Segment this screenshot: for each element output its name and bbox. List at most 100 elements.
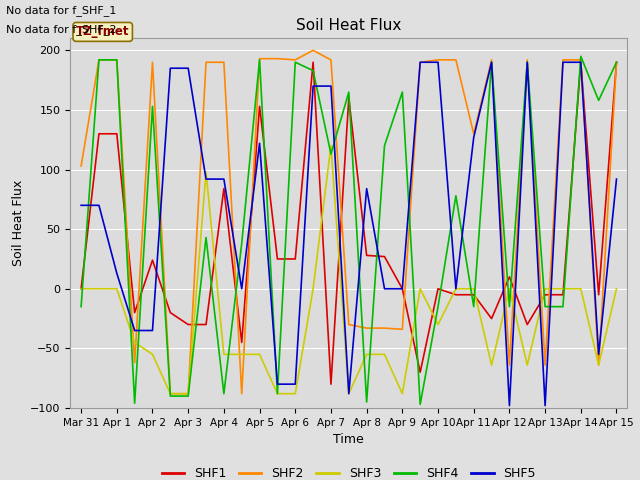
SHF3	[595, 362, 602, 368]
SHF2	[559, 57, 567, 63]
SHF1	[327, 381, 335, 387]
SHF1	[291, 256, 299, 262]
SHF2	[506, 362, 513, 368]
SHF4	[363, 399, 371, 405]
SHF3	[541, 286, 549, 292]
SHF2	[541, 362, 549, 368]
SHF1	[77, 286, 85, 292]
SHF5	[524, 60, 531, 65]
SHF5	[256, 141, 264, 146]
SHF5	[131, 328, 138, 334]
SHF3	[273, 391, 281, 396]
SHF3	[256, 351, 264, 357]
SHF4	[452, 193, 460, 199]
SHF3	[184, 391, 192, 396]
SHF5	[327, 83, 335, 89]
SHF5	[77, 203, 85, 208]
SHF2	[452, 57, 460, 63]
SHF2	[345, 322, 353, 327]
SHF5	[202, 176, 210, 182]
SHF1	[381, 254, 388, 260]
SHF4	[434, 304, 442, 310]
SHF5	[148, 328, 156, 334]
Text: No data for f_SHF_1: No data for f_SHF_1	[6, 5, 116, 16]
SHF1	[524, 322, 531, 327]
SHF1	[131, 310, 138, 315]
SHF2	[113, 57, 121, 63]
SHF1	[488, 316, 495, 322]
SHF4	[399, 89, 406, 95]
SHF1	[452, 292, 460, 298]
SHF1	[309, 60, 317, 65]
SHF1	[256, 104, 264, 109]
SHF1	[612, 60, 620, 65]
SHF4	[220, 391, 228, 396]
SHF3	[113, 286, 121, 292]
SHF3	[612, 286, 620, 292]
SHF2	[309, 48, 317, 53]
SHF4	[327, 151, 335, 157]
SHF4	[417, 402, 424, 408]
SHF1	[166, 310, 174, 315]
SHF2	[434, 57, 442, 63]
SHF2	[166, 391, 174, 396]
SHF4	[612, 60, 620, 65]
SHF4	[77, 304, 85, 310]
SHF4	[470, 304, 477, 310]
SHF2	[577, 57, 585, 63]
SHF1	[148, 257, 156, 263]
SHF2	[184, 391, 192, 396]
SHF3	[327, 143, 335, 149]
SHF5	[595, 351, 602, 357]
SHF4	[595, 97, 602, 103]
SHF4	[541, 304, 549, 310]
SHF4	[381, 143, 388, 149]
SHF4	[559, 304, 567, 310]
SHF5	[541, 403, 549, 408]
SHF5	[166, 65, 174, 71]
SHF5	[95, 203, 103, 208]
Text: TZ_fmet: TZ_fmet	[76, 25, 129, 38]
SHF3	[309, 286, 317, 292]
SHF5	[345, 391, 353, 396]
SHF1	[220, 186, 228, 192]
SHF3	[452, 286, 460, 292]
SHF2	[291, 57, 299, 63]
SHF1	[541, 292, 549, 298]
SHF3	[524, 362, 531, 368]
SHF1	[273, 256, 281, 262]
SHF5	[452, 286, 460, 292]
SHF2	[488, 57, 495, 63]
SHF2	[524, 57, 531, 63]
SHF1	[363, 252, 371, 258]
SHF4	[291, 60, 299, 65]
SHF3	[202, 169, 210, 175]
SHF1	[238, 339, 246, 345]
SHF3	[166, 391, 174, 396]
SHF5	[612, 176, 620, 182]
SHF4	[148, 104, 156, 109]
Line: SHF5: SHF5	[81, 62, 616, 406]
SHF2	[417, 60, 424, 65]
SHF5	[220, 176, 228, 182]
SHF3	[434, 322, 442, 327]
Line: SHF3: SHF3	[81, 146, 616, 394]
Text: No data for f_SHF_2: No data for f_SHF_2	[6, 24, 117, 35]
SHF5	[184, 65, 192, 71]
SHF1	[417, 369, 424, 375]
SHF2	[131, 360, 138, 366]
SHF3	[220, 351, 228, 357]
SHF4	[309, 68, 317, 73]
SHF2	[327, 57, 335, 63]
SHF5	[559, 60, 567, 65]
SHF1	[399, 286, 406, 292]
SHF1	[95, 131, 103, 137]
SHF2	[595, 362, 602, 368]
SHF3	[506, 286, 513, 292]
SHF1	[113, 131, 121, 137]
SHF4	[273, 391, 281, 396]
SHF4	[488, 60, 495, 65]
SHF3	[95, 286, 103, 292]
SHF1	[577, 60, 585, 65]
SHF4	[524, 60, 531, 65]
